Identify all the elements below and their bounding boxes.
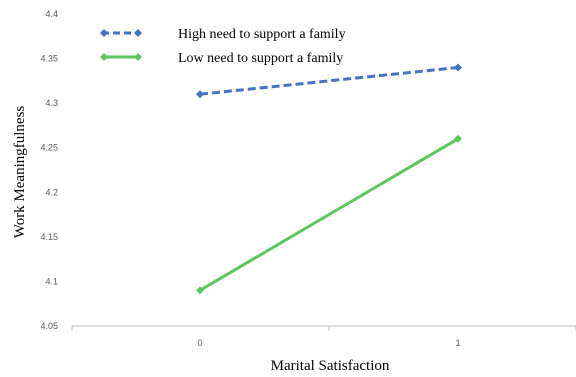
y-axis-ticks: 4.05 4.1 4.15 4.2 4.25 4.3 4.35 4.4 bbox=[40, 9, 58, 331]
data-point bbox=[454, 63, 462, 72]
legend-marker bbox=[134, 53, 142, 61]
y-tick-label: 4.3 bbox=[45, 98, 58, 108]
legend-marker bbox=[100, 29, 108, 37]
data-point bbox=[196, 90, 204, 99]
legend-label: High need to support a family bbox=[178, 27, 346, 42]
legend-marker bbox=[100, 53, 108, 61]
y-tick-label: 4.4 bbox=[45, 9, 58, 19]
y-tick-label: 4.25 bbox=[40, 143, 58, 153]
y-tick-label: 4.15 bbox=[40, 232, 58, 242]
data-point bbox=[454, 134, 462, 143]
data-point bbox=[196, 286, 204, 295]
series-line-high-need bbox=[199, 65, 459, 96]
y-tick-label: 4.05 bbox=[40, 321, 58, 331]
x-axis-title: Marital Satisfaction bbox=[271, 358, 390, 374]
y-axis-title: Work Meaningfulness bbox=[12, 106, 28, 239]
y-tick-label: 4.35 bbox=[40, 54, 58, 64]
y-tick-label: 4.2 bbox=[45, 187, 58, 197]
legend: High need to support a family Low need to… bbox=[100, 27, 346, 66]
legend-marker bbox=[134, 29, 142, 37]
legend-label: Low need to support a family bbox=[178, 51, 343, 66]
series-line-low-need bbox=[199, 137, 459, 292]
x-tick-label: 1 bbox=[455, 338, 460, 348]
y-tick-label: 4.1 bbox=[45, 276, 58, 286]
series-layer bbox=[196, 63, 462, 295]
x-tick-label: 0 bbox=[197, 338, 202, 348]
